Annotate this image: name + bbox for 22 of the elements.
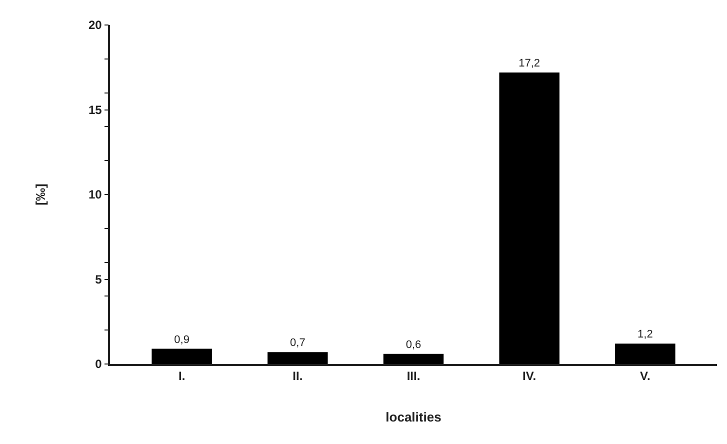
x-axis-title: localities xyxy=(386,409,442,424)
bar xyxy=(615,344,676,364)
bar xyxy=(383,354,444,364)
data-label: 0,7 xyxy=(290,337,306,350)
y-tick-label: 5 xyxy=(95,272,102,286)
x-tick-label: II. xyxy=(292,369,303,384)
y-tick-label: 10 xyxy=(88,188,102,202)
data-label: 0,9 xyxy=(174,334,190,346)
x-tick-label: V. xyxy=(640,369,650,384)
y-axis-title: [‰] xyxy=(32,184,48,206)
data-label: 1,2 xyxy=(638,328,653,341)
x-tick-label: III. xyxy=(406,369,420,384)
y-tick-label: 20 xyxy=(88,18,102,32)
data-label: 0,6 xyxy=(406,338,422,351)
bar xyxy=(268,352,328,364)
x-tick-label: I. xyxy=(178,369,186,384)
data-label: 17,2 xyxy=(518,57,540,70)
y-tick-label: 0 xyxy=(95,357,102,372)
bar xyxy=(499,72,560,364)
bar xyxy=(152,348,212,364)
y-tick-label: 15 xyxy=(88,102,102,117)
x-tick-label: IV. xyxy=(522,369,536,384)
